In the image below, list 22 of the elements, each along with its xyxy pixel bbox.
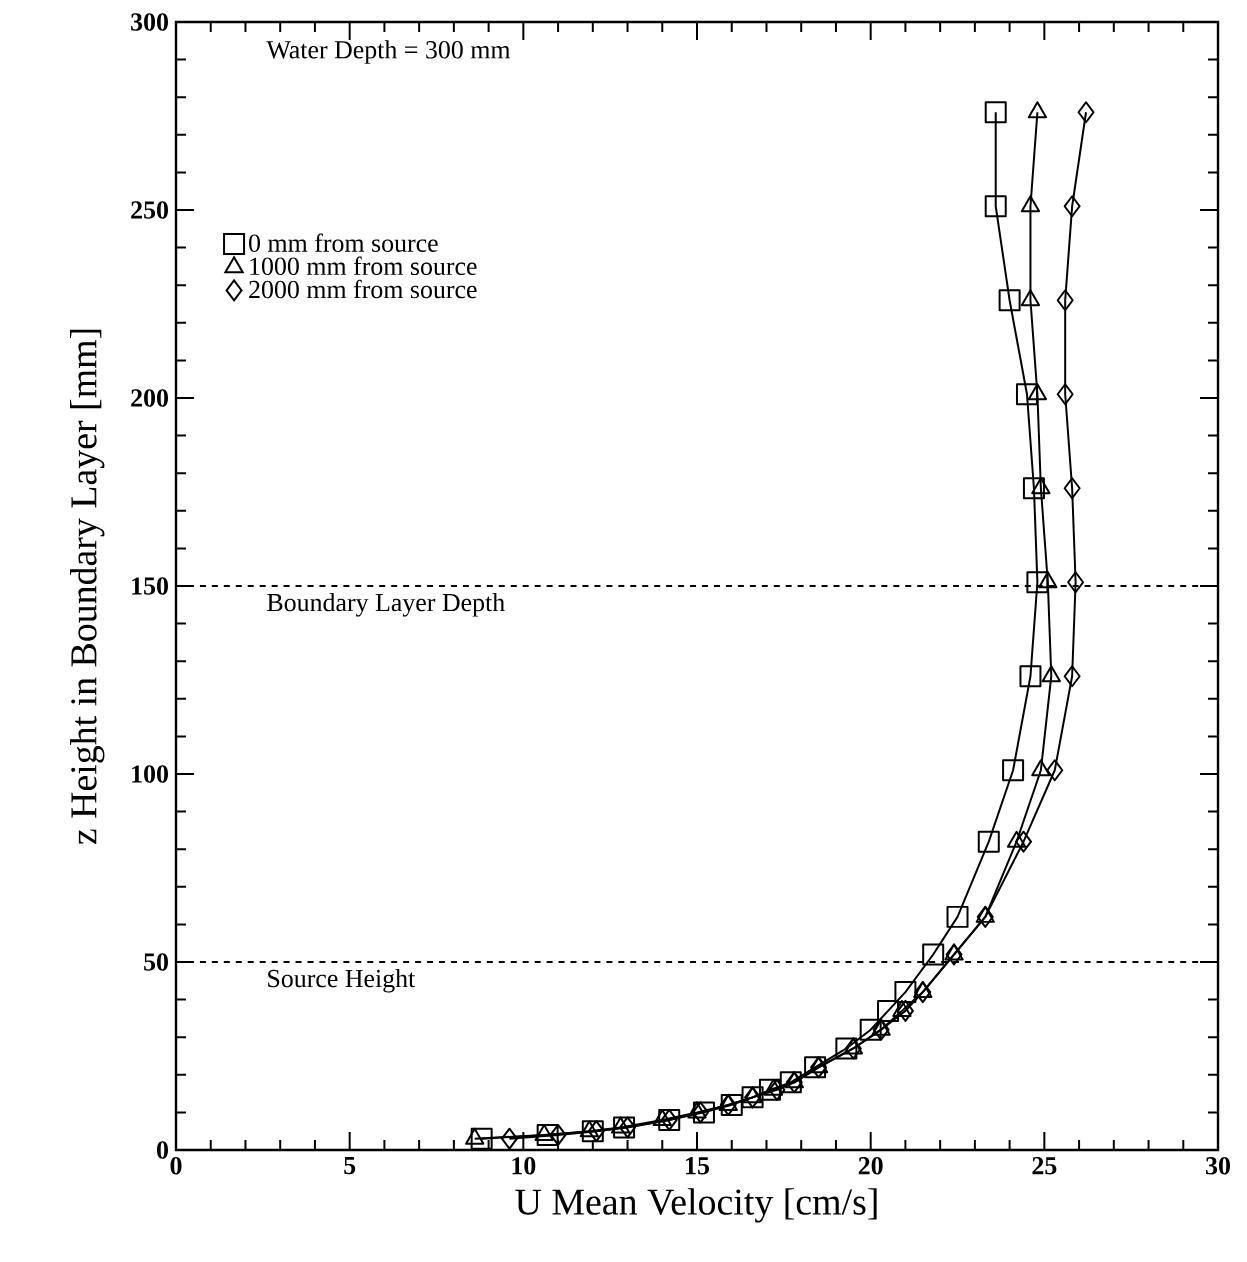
x-axis-title: U Mean Velocity [cm/s] <box>515 1188 877 1223</box>
x-tick-label: 10 <box>512 1157 536 1175</box>
x-tick-label: 0 <box>170 1157 182 1175</box>
legend-label: 1000 mm from source <box>250 256 477 276</box>
y-axis-title: z Height in Boundary Layer [mm] <box>70 329 105 845</box>
y-tick-label: 150 <box>132 577 168 595</box>
y-tick-label: 250 <box>131 201 168 219</box>
ref-line-label: Boundary Layer Depth <box>267 593 505 617</box>
x-tick-label: 15 <box>686 1157 710 1175</box>
annotation: Water Depth = 300 mm <box>266 40 511 64</box>
x-tick-label: 25 <box>1032 1157 1057 1175</box>
y-tick-label: 0 <box>157 1141 168 1159</box>
legend-label: 0 mm from source <box>249 233 438 252</box>
x-tick-label: 20 <box>858 1157 883 1175</box>
y-tick-label: 300 <box>131 13 168 31</box>
y-tick-label: 100 <box>132 765 168 783</box>
y-tick-label: 50 <box>144 953 168 971</box>
x-tick-label: 5 <box>344 1157 356 1175</box>
x-tick-label: 30 <box>1206 1157 1230 1175</box>
y-tick-label: 200 <box>131 389 168 407</box>
ref-line-label: Source Height <box>268 969 416 993</box>
legend-label: 2000 mm from source <box>249 279 477 299</box>
